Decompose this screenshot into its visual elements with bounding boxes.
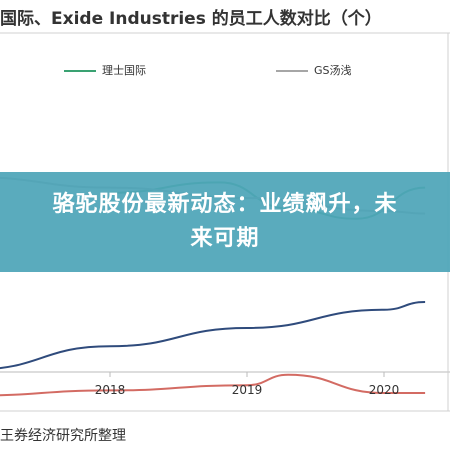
x-tick-label: 2018 bbox=[95, 383, 126, 397]
source-note: 王券经济研究所整理 bbox=[0, 428, 126, 444]
legend-item-1: 理士国际 bbox=[64, 62, 146, 78]
legend-swatch-2 bbox=[276, 70, 308, 72]
chart-title: 国际、Exide Industries 的员工人数对比（个） bbox=[0, 9, 382, 29]
legend-swatch-1 bbox=[64, 70, 96, 72]
headline-banner: 骆驼股份最新动态：业绩飙升，未来可期 bbox=[0, 172, 450, 272]
legend-label-2: GS汤浅 bbox=[314, 64, 352, 77]
series-line-4 bbox=[0, 373, 426, 397]
series-line-3 bbox=[0, 301, 426, 370]
legend-item-2: GS汤浅 bbox=[276, 62, 352, 78]
x-tick-label: 2020 bbox=[369, 383, 400, 397]
x-tick-label: 2019 bbox=[232, 383, 263, 397]
headline-text: 骆驼股份最新动态：业绩飙升，未来可期 bbox=[52, 192, 398, 251]
legend-label-1: 理士国际 bbox=[102, 64, 146, 77]
